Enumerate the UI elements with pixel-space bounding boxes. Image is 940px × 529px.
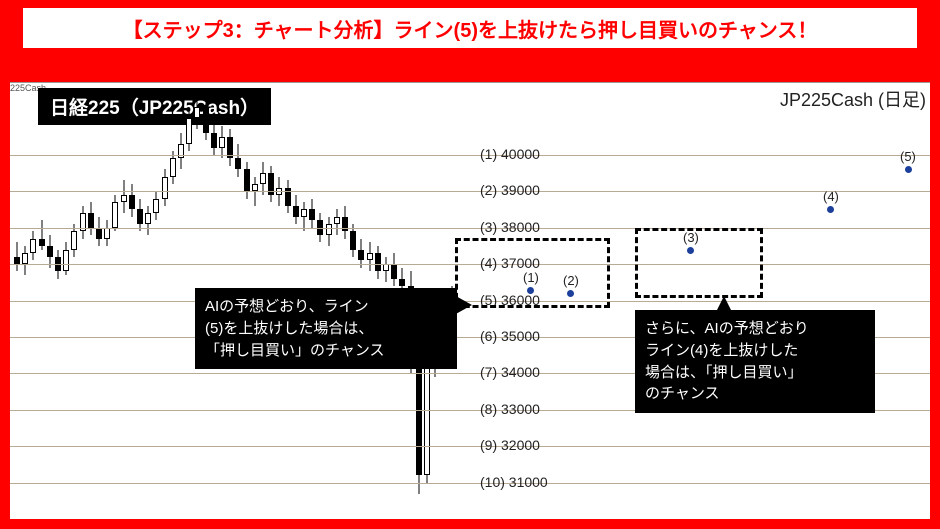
- callout-line: 場合は、「押し目買い」: [645, 362, 865, 384]
- price-line: [10, 228, 930, 229]
- callout-line: のチャンス: [645, 383, 865, 405]
- price-line-label: (1) 40000: [480, 146, 540, 162]
- callout-line: (5)を上抜けした場合は、: [205, 318, 447, 340]
- price-line-label: (3) 38000: [480, 219, 540, 235]
- highlight-box: [635, 228, 763, 298]
- highlight-box: [455, 238, 610, 308]
- callout-line: ライン(4)を上抜けした: [645, 340, 865, 362]
- callout-line: 「押し目買い」のチャンス: [205, 340, 447, 362]
- callout-arrow: [454, 295, 472, 315]
- price-line: [10, 191, 930, 192]
- callout-line: AIの予想どおり、ライン: [205, 296, 447, 318]
- callout-arrow: [716, 296, 732, 312]
- price-line-label: (2) 39000: [480, 182, 540, 198]
- price-line: [10, 155, 930, 156]
- price-line: [10, 483, 930, 484]
- symbol-right: JP225Cash (日足): [780, 86, 926, 112]
- price-line-label: (8) 33000: [480, 401, 540, 417]
- callout-2: さらに、AIの予想どおりライン(4)を上抜けした場合は、「押し目買い」のチャンス: [635, 310, 875, 413]
- price-line-label: (7) 34000: [480, 364, 540, 380]
- price-line-label: (9) 32000: [480, 437, 540, 453]
- forecast-dot-label: (5): [900, 149, 916, 164]
- callout-line: さらに、AIの予想どおり: [645, 318, 865, 340]
- price-line-label: (6) 35000: [480, 328, 540, 344]
- header-title: 【ステップ3：チャート分析】ライン(5)を上抜けたら押し目買いのチャンス！: [23, 8, 917, 48]
- price-line: [10, 446, 930, 447]
- forecast-dot-label: (4): [823, 189, 839, 204]
- callout-1: AIの予想どおり、ライン(5)を上抜けした場合は、「押し目買い」のチャンス: [195, 288, 457, 369]
- price-line-label: (10) 31000: [480, 474, 548, 490]
